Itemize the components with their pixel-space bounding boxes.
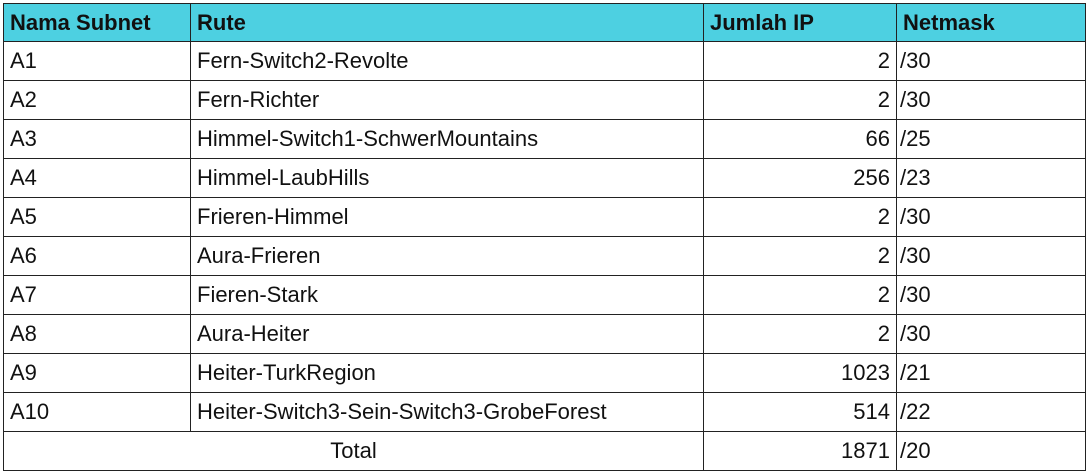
cell-total-label[interactable]: Total (3, 431, 704, 471)
cell-netmask[interactable]: /30 (896, 275, 1086, 315)
cell-total-netmask[interactable]: /20 (896, 431, 1086, 471)
cell-netmask[interactable]: /23 (896, 158, 1086, 198)
cell-netmask[interactable]: /22 (896, 392, 1086, 432)
table-row: A10 Heiter-Switch3-Sein-Switch3-GrobeFor… (3, 392, 1086, 432)
table-row: A3 Himmel-Switch1-SchwerMountains 66 /25 (3, 119, 1086, 159)
header-cell-nama-subnet[interactable]: Nama Subnet (3, 3, 191, 42)
cell-subnet-name[interactable]: A8 (3, 314, 191, 354)
cell-netmask[interactable]: /25 (896, 119, 1086, 159)
cell-route[interactable]: Aura-Heiter (190, 314, 704, 354)
cell-ip-count[interactable]: 2 (703, 41, 897, 81)
cell-route[interactable]: Himmel-Switch1-SchwerMountains (190, 119, 704, 159)
header-cell-rute[interactable]: Rute (190, 3, 704, 42)
cell-subnet-name[interactable]: A4 (3, 158, 191, 198)
cell-route[interactable]: Fern-Richter (190, 80, 704, 120)
cell-subnet-name[interactable]: A7 (3, 275, 191, 315)
table-row: A4 Himmel-LaubHills 256 /23 (3, 158, 1086, 198)
cell-route[interactable]: Heiter-TurkRegion (190, 353, 704, 393)
cell-ip-count[interactable]: 2 (703, 197, 897, 237)
table-row: A9 Heiter-TurkRegion 1023 /21 (3, 353, 1086, 393)
header-cell-jumlah-ip[interactable]: Jumlah IP (703, 3, 897, 42)
cell-ip-count[interactable]: 2 (703, 236, 897, 276)
cell-route[interactable]: Frieren-Himmel (190, 197, 704, 237)
cell-route[interactable]: Fern-Switch2-Revolte (190, 41, 704, 81)
cell-total-ip[interactable]: 1871 (703, 431, 897, 471)
cell-subnet-name[interactable]: A5 (3, 197, 191, 237)
cell-ip-count[interactable]: 2 (703, 80, 897, 120)
cell-route[interactable]: Heiter-Switch3-Sein-Switch3-GrobeForest (190, 392, 704, 432)
cell-subnet-name[interactable]: A6 (3, 236, 191, 276)
cell-ip-count[interactable]: 256 (703, 158, 897, 198)
cell-netmask[interactable]: /30 (896, 236, 1086, 276)
cell-ip-count[interactable]: 66 (703, 119, 897, 159)
total-row: Total 1871 /20 (3, 431, 1086, 471)
table-row: A5 Frieren-Himmel 2 /30 (3, 197, 1086, 237)
table-row: A7 Fieren-Stark 2 /30 (3, 275, 1086, 315)
cell-subnet-name[interactable]: A1 (3, 41, 191, 81)
cell-ip-count[interactable]: 2 (703, 275, 897, 315)
table-row: A8 Aura-Heiter 2 /30 (3, 314, 1086, 354)
table-row: A2 Fern-Richter 2 /30 (3, 80, 1086, 120)
table-row: A6 Aura-Frieren 2 /30 (3, 236, 1086, 276)
cell-route[interactable]: Himmel-LaubHills (190, 158, 704, 198)
cell-subnet-name[interactable]: A2 (3, 80, 191, 120)
cell-netmask[interactable]: /30 (896, 41, 1086, 81)
cell-ip-count[interactable]: 1023 (703, 353, 897, 393)
cell-route[interactable]: Fieren-Stark (190, 275, 704, 315)
cell-subnet-name[interactable]: A3 (3, 119, 191, 159)
cell-ip-count[interactable]: 2 (703, 314, 897, 354)
cell-subnet-name[interactable]: A9 (3, 353, 191, 393)
header-row: Nama Subnet Rute Jumlah IP Netmask (3, 3, 1086, 42)
subnet-table: Nama Subnet Rute Jumlah IP Netmask A1 Fe… (3, 3, 1086, 471)
header-cell-netmask[interactable]: Netmask (896, 3, 1086, 42)
table-row: A1 Fern-Switch2-Revolte 2 /30 (3, 41, 1086, 81)
cell-netmask[interactable]: /30 (896, 197, 1086, 237)
cell-route[interactable]: Aura-Frieren (190, 236, 704, 276)
cell-netmask[interactable]: /30 (896, 314, 1086, 354)
cell-ip-count[interactable]: 514 (703, 392, 897, 432)
cell-netmask[interactable]: /21 (896, 353, 1086, 393)
cell-netmask[interactable]: /30 (896, 80, 1086, 120)
cell-subnet-name[interactable]: A10 (3, 392, 191, 432)
